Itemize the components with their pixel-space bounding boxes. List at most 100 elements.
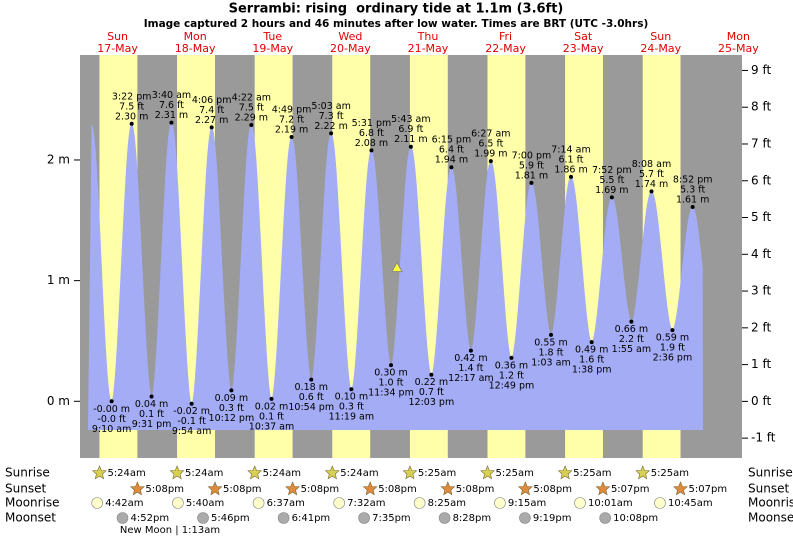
row-time: 5:24am: [340, 468, 378, 479]
y2-tick-label: 3 ft: [751, 284, 771, 298]
tide-label: 2.29 m: [235, 112, 268, 123]
tide-label: 5:03 am: [311, 101, 350, 112]
tide-label: 2.19 m: [275, 125, 308, 136]
sunrise-icon: [324, 465, 340, 480]
row-time: 5:07pm: [689, 484, 728, 495]
y-tick-label: 1 m: [47, 273, 70, 287]
tide-label: 4:06 pm: [192, 95, 232, 106]
day-date: 22-May: [485, 42, 526, 55]
sunset-icon: [285, 481, 301, 496]
row-time: 5:08pm: [456, 484, 495, 495]
tide-label: 10:54 pm: [288, 402, 334, 413]
row-label: Sunrise: [748, 466, 793, 480]
tide-label: 8:52 pm: [673, 175, 713, 186]
row-time: 8:28pm: [453, 513, 492, 524]
tide-label: 2.30 m: [115, 111, 148, 122]
y-tick-label: 0 m: [47, 394, 70, 408]
tide-point: [670, 328, 675, 333]
day-name: Sun: [107, 30, 128, 43]
day-name: Sat: [574, 30, 593, 43]
sunset-icon: [517, 481, 533, 496]
tide-label: 2.31 m: [155, 110, 188, 121]
y-tick-label: 2 m: [47, 152, 70, 166]
tide-point: [609, 195, 614, 200]
tide-label: 0.09 m: [215, 393, 248, 404]
tide-point: [169, 120, 174, 125]
tide-label: 1.94 m: [435, 155, 468, 166]
row-time: 5:08pm: [301, 484, 340, 495]
tide-label: 3:40 am: [152, 90, 191, 101]
y2-tick-label: 5 ft: [751, 210, 771, 224]
tide-point: [189, 401, 194, 406]
sunset-icon: [129, 481, 145, 496]
row-time: 5:07pm: [611, 484, 650, 495]
y2-tick-label: 0 ft: [751, 394, 771, 408]
tide-label: 6.4 ft: [439, 145, 464, 156]
row-time: 5:24am: [107, 468, 145, 479]
day-date: 23-May: [563, 42, 604, 55]
tide-label: 1:38 pm: [572, 365, 612, 376]
tide-point: [449, 165, 454, 170]
tide-label: 1.6 ft: [579, 355, 604, 366]
tide-label: 1.74 m: [635, 179, 668, 190]
tide-label: 1:55 am: [612, 344, 651, 355]
moonrise-icon: [494, 497, 506, 509]
tide-label: 1.86 m: [554, 164, 587, 175]
tide-label: 7.2 ft: [279, 115, 304, 126]
day-date: 21-May: [408, 42, 449, 55]
tide-label: 5.9 ft: [519, 160, 544, 171]
tide-label: 0.3 ft: [219, 403, 244, 414]
tide-label: 1.69 m: [595, 185, 628, 196]
tide-label: 2.27 m: [195, 115, 228, 126]
tide-label: 9:10 am: [92, 424, 131, 435]
tide-point: [408, 144, 413, 149]
chart-subtitle: Image captured 2 hours and 46 minutes af…: [144, 18, 649, 30]
row-label: Moonset: [748, 511, 793, 525]
day-name: Thu: [417, 30, 439, 43]
tide-label: 0.36 m: [495, 360, 528, 371]
sunrise-icon: [169, 465, 185, 480]
tide-label: 1.81 m: [515, 170, 548, 181]
tide-label: 6.1 ft: [558, 154, 583, 165]
tide-point: [129, 121, 134, 126]
tide-label: 3:22 pm: [112, 91, 152, 102]
y2-tick-label: 2 ft: [751, 320, 771, 334]
tide-point: [329, 131, 334, 136]
tide-label: 1:03 am: [531, 357, 570, 368]
row-time: 5:08pm: [145, 484, 184, 495]
tide-point: [229, 388, 234, 393]
tide-label: 10:12 pm: [209, 413, 255, 424]
tide-label: 2:36 pm: [653, 353, 693, 364]
tide-point: [568, 174, 573, 179]
moonrise-icon: [252, 497, 265, 509]
row-time: 5:24am: [185, 468, 223, 479]
row-time: 5:25am: [573, 468, 611, 479]
tide-label: -0.02 m: [173, 406, 210, 417]
moonrise-icon: [574, 497, 586, 509]
y2-tick-label: -1 ft: [751, 431, 776, 445]
moonrise-icon: [172, 497, 184, 509]
tide-label: 6:27 am: [471, 129, 510, 140]
moonset-icon: [116, 512, 129, 524]
tide-curve: [111, 122, 694, 405]
moonset-icon: [197, 512, 209, 524]
day-name: Wed: [338, 30, 362, 43]
tide-label: 7.4 ft: [199, 105, 224, 116]
tide-point: [309, 377, 314, 382]
tide-label: 7:00 pm: [512, 150, 552, 161]
row-label: Sunset: [5, 482, 46, 496]
sunset-icon: [207, 481, 223, 496]
tide-label: -0.00 m: [93, 404, 130, 415]
moonset-icon: [277, 512, 290, 524]
row-label: Moonrise: [5, 496, 60, 510]
tide-label: 1.9 ft: [660, 343, 685, 354]
sunrise-icon: [635, 465, 651, 480]
day-date: 25-May: [718, 42, 759, 55]
sunset-icon: [673, 481, 688, 496]
y2-tick-label: 9 ft: [751, 63, 771, 77]
sunset-icon: [362, 481, 378, 496]
row-label: Sunset: [748, 482, 789, 496]
sunrise-icon: [402, 465, 418, 480]
moonset-icon: [599, 512, 611, 524]
